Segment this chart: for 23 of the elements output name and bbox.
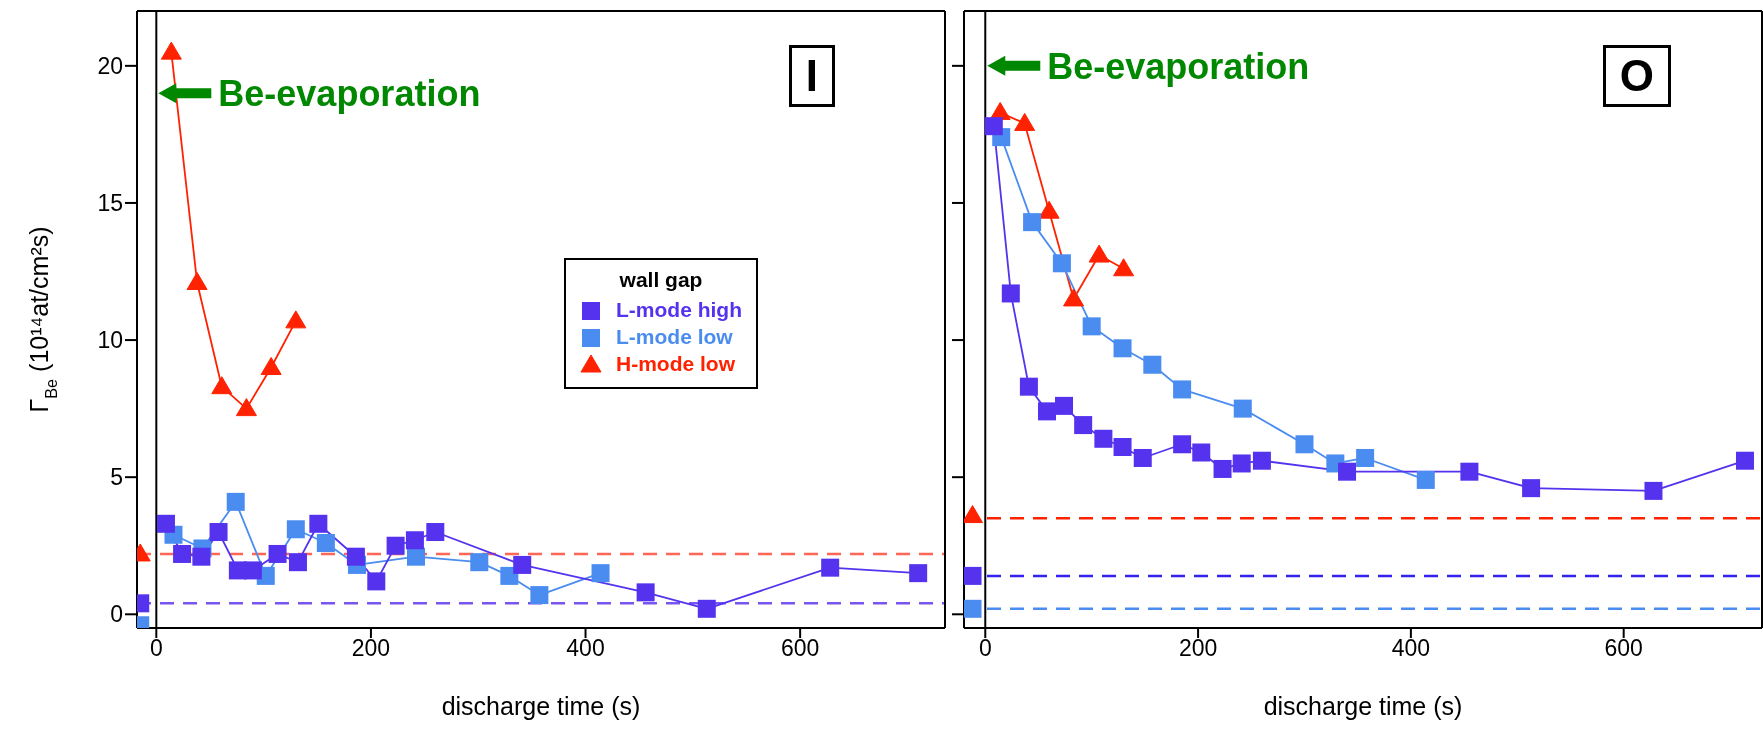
y-tick-label: 0 <box>110 601 123 628</box>
annotation: I <box>788 45 835 108</box>
x-axis-title: discharge time (s) <box>1263 692 1463 720</box>
y-tick-label: 20 <box>97 53 123 80</box>
legend-title: wall gap <box>618 268 704 292</box>
y-tick-label: 15 <box>97 190 123 217</box>
x-tick-label: 200 <box>1178 635 1218 662</box>
x-tick-label: 600 <box>780 635 820 662</box>
x-tick-label: 400 <box>566 635 605 662</box>
y-tick-label: 5 <box>110 464 123 491</box>
legend-label: H-mode low <box>616 352 736 376</box>
x-tick-label: 400 <box>1391 635 1431 662</box>
legend-label: L-mode low <box>616 325 733 349</box>
annotation: Be-evaporation <box>218 73 481 115</box>
x-tick-label: 0 <box>978 635 992 662</box>
legend-label: L-mode high <box>616 298 742 322</box>
x-axis-title: discharge time (s) <box>441 692 641 720</box>
annotation: O <box>1602 45 1671 108</box>
annotation: Be-evaporation <box>1047 45 1310 87</box>
x-tick-label: 600 <box>1604 635 1643 662</box>
y-tick-label: 10 <box>97 327 123 354</box>
x-tick-label: 200 <box>351 635 391 662</box>
x-tick-label: 0 <box>149 635 163 662</box>
